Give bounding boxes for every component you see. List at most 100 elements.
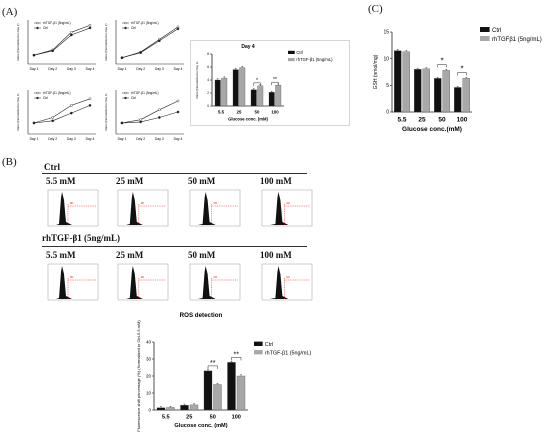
- chart-title: ROS detection: [180, 312, 223, 319]
- flow-histogram: M1: [47, 189, 99, 227]
- bar: [221, 77, 228, 107]
- x-tick-label: Day 1: [118, 137, 127, 141]
- flow-concentration-label: 50 mM: [188, 250, 216, 260]
- significance-marker: **: [234, 351, 240, 358]
- histogram-peak: [56, 192, 72, 225]
- x-tick-label: 5.5: [397, 117, 406, 124]
- data-point: [51, 116, 54, 119]
- flow-concentration-label: 25 mM: [116, 250, 144, 260]
- bar: [166, 407, 175, 411]
- x-tick-label: Day 1: [30, 137, 39, 141]
- legend-swatch: [254, 341, 263, 346]
- y-tick-label: 5: [386, 83, 389, 89]
- flow-histogram: M1: [261, 263, 313, 301]
- flow-concentration-label: 100 mM: [260, 176, 292, 186]
- histogram-peak: [126, 266, 143, 299]
- y-axis-label: Ratio (Normalized to Day 1): [195, 61, 199, 98]
- legend-marker: [36, 96, 39, 100]
- legend-marker: [36, 26, 39, 30]
- series-line: [33, 105, 91, 124]
- bar: [203, 370, 213, 411]
- data-point: [158, 39, 161, 43]
- data-point: [70, 111, 73, 115]
- legend-marker: [36, 91, 39, 95]
- significance-marker: *: [256, 78, 258, 84]
- histogram-peak: [198, 192, 216, 225]
- data-point: [176, 27, 180, 31]
- legend-marker: [124, 21, 127, 25]
- y-tick-label: 2: [207, 91, 209, 95]
- data-point: [139, 118, 142, 122]
- data-point: [51, 49, 54, 53]
- data-point: [70, 31, 73, 34]
- series-line: [33, 24, 91, 56]
- gate-label: M1: [286, 275, 290, 279]
- panel-label-b: (B): [2, 156, 17, 168]
- x-tick-label: 5.5: [162, 415, 170, 421]
- histogram-frame: [47, 189, 99, 227]
- y-tick-label: 20: [146, 374, 152, 379]
- series-line: [33, 98, 91, 124]
- panel-frame: [190, 40, 350, 126]
- gate-label: M1: [214, 201, 218, 205]
- bar: [213, 384, 222, 411]
- flow-row-label-treated: rhTGF-β1 (5ng/mL): [42, 233, 120, 243]
- legend-label: Ctrl: [131, 96, 136, 100]
- flow-histogram: M1: [117, 189, 169, 227]
- bar: [414, 69, 422, 113]
- legend-marker: [124, 91, 127, 95]
- legend-marker: [124, 96, 127, 100]
- x-tick-label: 50: [438, 117, 446, 124]
- row-divider: [42, 173, 307, 174]
- flow-concentration-label: 5.5 mM: [46, 250, 76, 260]
- bar: [156, 407, 166, 411]
- flow-concentration-label: 25 mM: [116, 176, 144, 186]
- x-tick-label: 5.5: [218, 109, 225, 114]
- y-tick-label: 0: [386, 110, 389, 116]
- legend-swatch: [288, 58, 295, 62]
- legend-marker: [124, 26, 127, 30]
- x-axis-label: Glucose conc.(mM): [402, 126, 462, 133]
- bar: [442, 70, 450, 113]
- histogram-frame: [261, 189, 313, 227]
- histogram-peak: [270, 192, 289, 225]
- legend-label: Ctrl: [131, 26, 136, 30]
- histogram-peak: [126, 192, 143, 225]
- bar: [180, 405, 189, 411]
- significance-marker: *: [460, 64, 463, 73]
- series-line: [121, 100, 179, 124]
- histogram-frame: [261, 263, 313, 301]
- x-tick-label: 25: [418, 117, 426, 124]
- y-tick-label: 6: [207, 65, 209, 69]
- bar: [268, 92, 275, 107]
- bar-chart-c-gsh: 0 5 10 15 5.5 25 50 100 * * GSH (nmol/mg) Glucose c…: [373, 27, 542, 133]
- y-tick-label: 30: [146, 357, 152, 362]
- x-tick-label: Day 2: [48, 137, 57, 141]
- bar: [239, 67, 246, 107]
- data-point: [51, 119, 54, 123]
- data-point: [88, 23, 92, 27]
- flow-histogram: M1: [47, 263, 99, 301]
- chart-title: Day 4: [241, 44, 255, 50]
- histogram-frame: [117, 189, 169, 227]
- bar: [227, 362, 236, 411]
- line-chart-a3: Day 1 Day 2 Day 3 Day 4 Ratio (Normalized to…: [16, 90, 96, 141]
- x-tick-label: Day 4: [174, 67, 183, 71]
- legend-label: rhTGF-β1 (5ng/mL): [43, 21, 71, 25]
- flow-histogram: M1: [117, 263, 169, 301]
- y-tick-label: 8: [207, 52, 209, 56]
- gate-label: M1: [141, 201, 145, 205]
- legend-swatch: [480, 36, 490, 41]
- histogram-frame: [189, 263, 241, 301]
- bar: [394, 50, 402, 113]
- x-tick-label: Day 4: [174, 137, 183, 141]
- significance-bracket: [253, 82, 261, 86]
- legend-label: Ctrl: [43, 26, 48, 30]
- line-chart-a1: Day 1 Day 2 Day 3 Day 4 Ratio (Normalized to…: [16, 20, 96, 71]
- significance-bracket: [231, 357, 242, 361]
- histogram-frame: [189, 189, 241, 227]
- flow-histogram: M1: [189, 189, 241, 227]
- gate-label: M1: [214, 275, 218, 279]
